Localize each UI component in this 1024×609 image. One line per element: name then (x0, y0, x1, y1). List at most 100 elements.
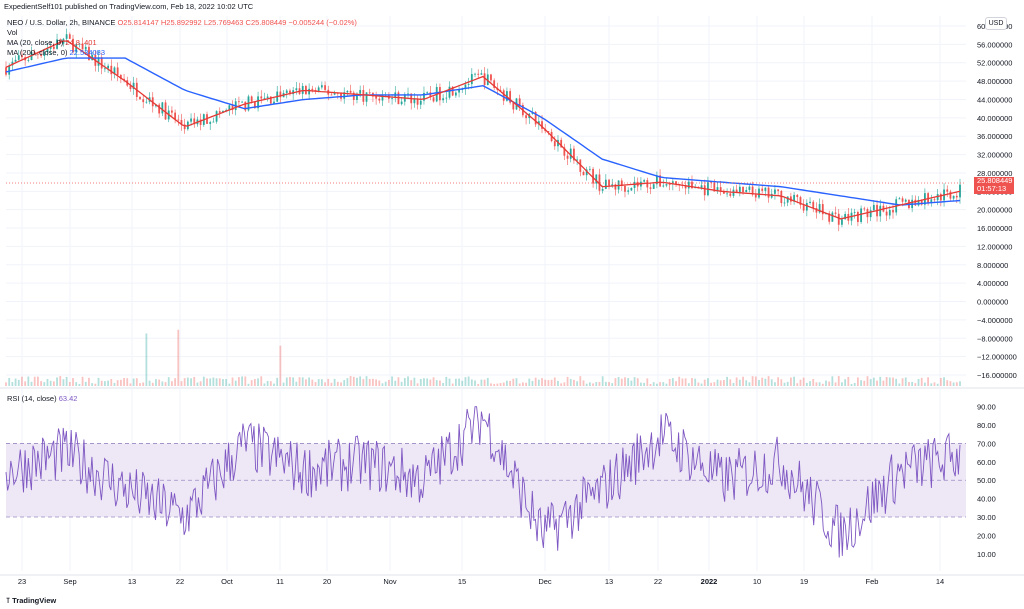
price-tick-label: 44.000000 (977, 95, 1012, 104)
volume-bar (308, 377, 311, 386)
candle-body (368, 92, 371, 94)
candle-body (831, 212, 834, 222)
volume-bar (758, 380, 760, 386)
candle-body (844, 214, 847, 220)
volume-bar (738, 379, 741, 386)
volume-bar (470, 379, 473, 386)
volume-bar (88, 377, 90, 386)
candle-body (534, 111, 537, 125)
volume-bar (780, 379, 783, 386)
candle-body (483, 73, 486, 86)
candle-body (764, 187, 767, 191)
candle-body (324, 85, 326, 90)
volume-bar (592, 383, 594, 386)
volume-bar (844, 379, 847, 386)
volume-bar (825, 380, 827, 386)
candle-body (767, 187, 770, 198)
candle-body (566, 155, 569, 159)
candle-body (783, 202, 786, 204)
volume-bar (774, 382, 776, 386)
volume-bar (729, 379, 732, 386)
candle-body (375, 96, 378, 99)
volume-bar (40, 381, 42, 386)
volume-bar (285, 377, 288, 386)
volume-bar (349, 376, 352, 386)
volume-bar (241, 376, 244, 386)
volume-bar (171, 381, 173, 386)
candle-body (250, 96, 253, 102)
volume-bar (560, 383, 563, 386)
candle-body (301, 85, 304, 94)
time-tick-label: 11 (276, 577, 284, 586)
candle-body (560, 139, 563, 148)
volume-bar (646, 378, 649, 386)
candle-body (113, 67, 116, 75)
candle-body (257, 96, 259, 109)
volume-bar (119, 379, 122, 386)
ma20-value: 24.8..401 (65, 38, 97, 47)
time-tick-label: 22 (176, 577, 184, 586)
volume-bar (624, 377, 626, 386)
price-tick-label: 0.000000 (977, 298, 1008, 307)
time-tick-label: Nov (383, 577, 397, 586)
candle-body (525, 115, 527, 119)
candle-body (786, 196, 789, 203)
volume-bar (266, 380, 269, 386)
volume-bar (933, 382, 936, 386)
candle-body (748, 186, 751, 190)
volume-bar (553, 377, 556, 386)
volume-bar (885, 377, 888, 386)
volume-bar (14, 378, 17, 386)
volume-bar (537, 379, 540, 386)
candle-body (946, 189, 949, 192)
candle-body (601, 188, 604, 191)
candle-body (467, 84, 470, 85)
volume-bar (317, 379, 320, 386)
candle-body (40, 54, 42, 57)
candle-body (356, 93, 358, 100)
volume-bar (659, 382, 661, 386)
candle-body (920, 199, 923, 205)
candle-body (930, 199, 933, 204)
candle-body (780, 190, 783, 204)
candle-body (815, 208, 818, 213)
candle-body (805, 202, 808, 211)
volume-bar (480, 379, 483, 386)
candle-body (687, 181, 690, 189)
candle-body (228, 105, 231, 110)
candle-body (75, 44, 78, 53)
candle-body (269, 96, 272, 104)
candle-body (273, 101, 275, 104)
volume-bar (177, 329, 180, 386)
candle-body (582, 171, 585, 176)
volume-bar (202, 376, 205, 386)
time-tick-label: 22 (654, 577, 662, 586)
currency-button[interactable]: USD (985, 17, 1007, 30)
candle-body (218, 111, 221, 113)
candle-body (317, 87, 320, 91)
volume-bar (502, 382, 505, 386)
bar-countdown: 01:57:13 (977, 184, 1007, 193)
candle-body (289, 90, 291, 95)
volume-bar (598, 381, 601, 386)
volume-bar (742, 376, 744, 386)
volume-bar (588, 382, 591, 386)
volume-bar (260, 376, 263, 386)
time-tick-label: Feb (866, 577, 879, 586)
volume-bar (206, 378, 208, 386)
candle-body (397, 92, 400, 105)
time-tick-label: 13 (605, 577, 613, 586)
volume-bar (167, 377, 170, 386)
candle-body (426, 92, 429, 94)
volume-bar (515, 378, 518, 386)
price-tick-label: 16.000000 (977, 224, 1012, 233)
publisher-line: ExpedientSelf101 published on TradingVie… (4, 2, 254, 11)
price-tick-label: 20.000000 (977, 206, 1012, 215)
volume-bar (585, 383, 588, 386)
volume-bar (531, 380, 534, 386)
volume-bar (116, 380, 119, 386)
candle-body (116, 67, 119, 76)
rsi-tick-label: 70.00 (977, 439, 996, 448)
last-price-tag: 25.808449 01:57:13 (974, 177, 1014, 194)
